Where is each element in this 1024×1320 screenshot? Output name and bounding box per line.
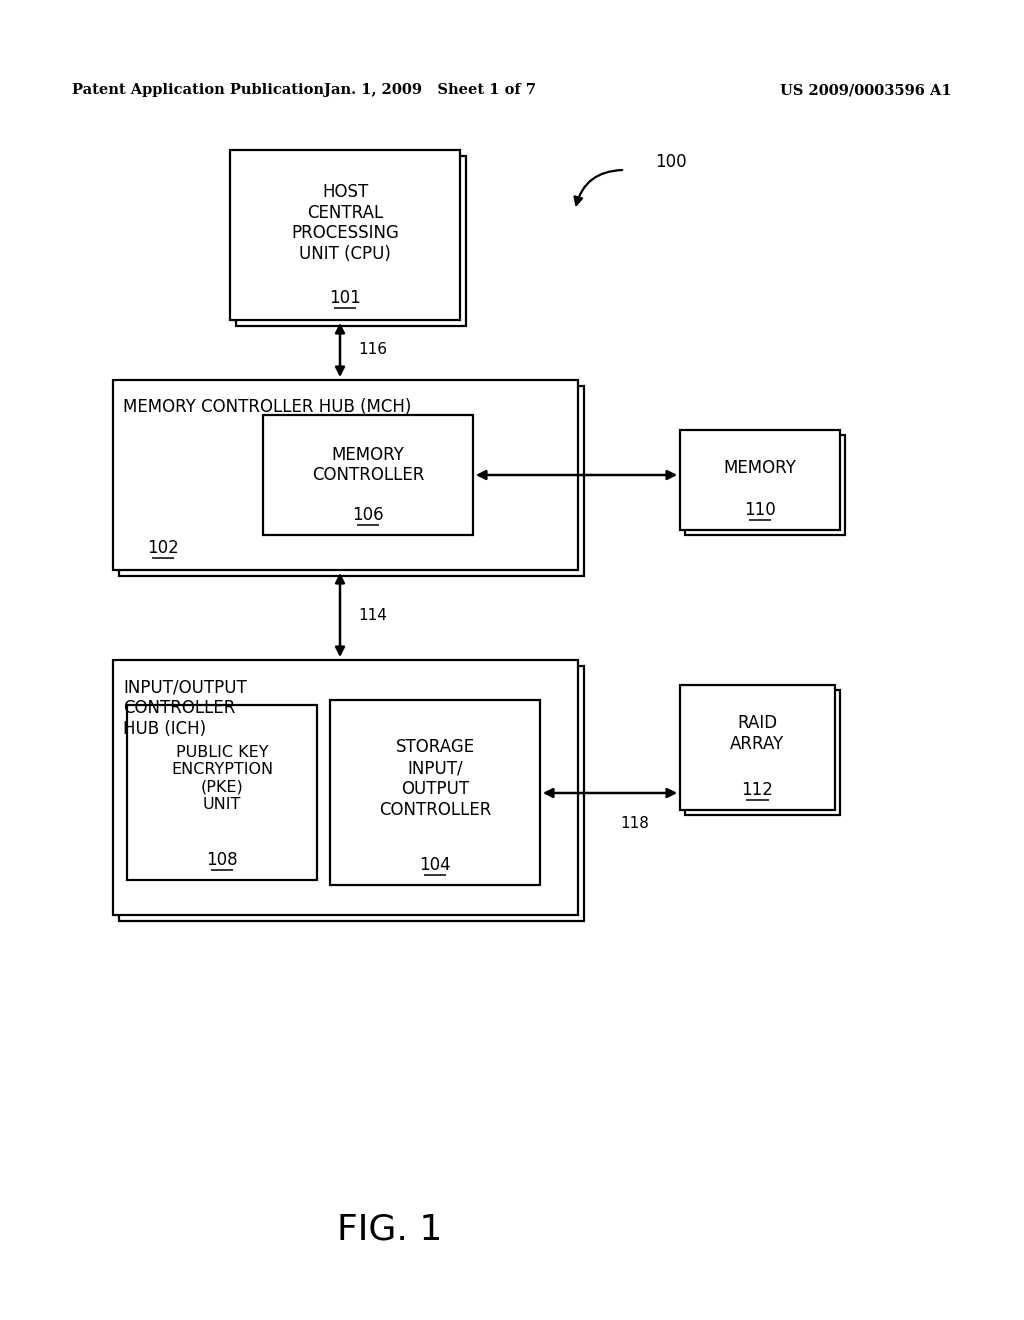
Text: 106: 106 [352,506,384,524]
Text: 110: 110 [744,502,776,519]
Bar [685,690,840,814]
Text: US 2009/0003596 A1: US 2009/0003596 A1 [780,83,952,96]
Text: 116: 116 [358,342,387,358]
Text: STORAGE
INPUT/
OUTPUT
CONTROLLER: STORAGE INPUT/ OUTPUT CONTROLLER [379,738,492,818]
Bar [680,430,840,531]
Text: 118: 118 [620,816,649,830]
Text: 101: 101 [329,289,360,308]
Bar [119,667,584,921]
Bar [263,414,473,535]
Text: 104: 104 [419,855,451,874]
Text: 102: 102 [147,539,179,557]
Text: MEMORY
CONTROLLER: MEMORY CONTROLLER [312,446,424,484]
Bar [113,660,578,915]
Text: RAID
ARRAY: RAID ARRAY [730,714,784,752]
Bar [236,156,466,326]
Text: Jan. 1, 2009   Sheet 1 of 7: Jan. 1, 2009 Sheet 1 of 7 [324,83,536,96]
Text: 112: 112 [741,781,773,799]
Bar [685,436,845,535]
Text: INPUT/OUTPUT
CONTROLLER
HUB (ICH): INPUT/OUTPUT CONTROLLER HUB (ICH) [123,678,247,738]
Bar [230,150,460,319]
Text: HOST
CENTRAL
PROCESSING
UNIT (CPU): HOST CENTRAL PROCESSING UNIT (CPU) [291,182,399,263]
Bar [127,705,317,880]
Bar [330,700,540,884]
Text: MEMORY: MEMORY [724,459,797,477]
Bar [113,380,578,570]
Bar [680,685,835,810]
Text: Patent Application Publication: Patent Application Publication [72,83,324,96]
Text: 100: 100 [655,153,687,172]
Text: MEMORY CONTROLLER HUB (MCH): MEMORY CONTROLLER HUB (MCH) [123,399,412,416]
Text: FIG. 1: FIG. 1 [337,1213,442,1247]
Text: 114: 114 [358,607,387,623]
Bar [119,385,584,576]
Text: PUBLIC KEY
ENCRYPTION
(PKE)
UNIT: PUBLIC KEY ENCRYPTION (PKE) UNIT [171,744,273,812]
Text: 108: 108 [206,851,238,869]
